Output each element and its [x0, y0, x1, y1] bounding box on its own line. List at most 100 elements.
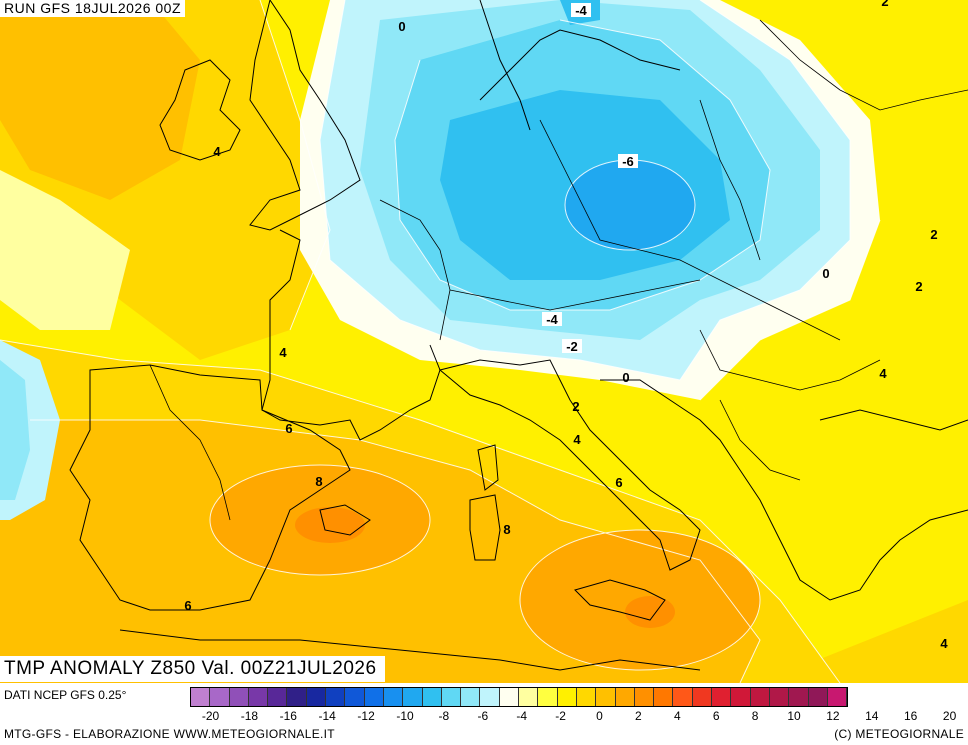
legend-swatch — [422, 688, 442, 706]
contour-label: 4 — [213, 144, 221, 159]
color-legend-bar — [190, 687, 849, 707]
legend-tick-label: 4 — [673, 709, 681, 723]
contour-label: 6 — [285, 421, 292, 436]
footer: DATI NCEP GFS 0.25° -20 -18 -16 -14 -12 -10 -8… — [0, 683, 968, 745]
legend-tick-label: -8 — [438, 709, 450, 723]
legend-tick-label: 2 — [635, 709, 642, 723]
coastlines — [69, 0, 968, 671]
contour-label: 2 — [572, 399, 579, 414]
legend-tick-label: 14 — [865, 709, 879, 723]
legend-swatch — [268, 688, 288, 706]
contour-label-background — [618, 154, 638, 168]
contour-label: 4 — [279, 345, 287, 360]
legend-tick-label: -18 — [240, 709, 259, 723]
legend-swatch — [654, 688, 674, 706]
legend-tick-label: 12 — [826, 709, 840, 723]
legend-swatch — [576, 688, 597, 706]
legend-tick-label: -16 — [279, 709, 297, 723]
isotherm-8-west — [209, 464, 431, 576]
border-spain-portugal — [149, 364, 231, 521]
legend-tick-label: -2 — [555, 709, 566, 723]
map-title: TMP ANOMALY Z850 Val. 00Z21JUL2026 — [0, 656, 385, 682]
legend-tick-label: 8 — [751, 709, 759, 723]
contour-label: 4 — [573, 432, 581, 447]
legend-tick-label: -12 — [357, 709, 375, 723]
legend-swatch — [731, 688, 751, 706]
legend-swatch — [615, 688, 635, 706]
contour-label: -2 — [566, 339, 578, 354]
isotherm-2-east — [699, 219, 881, 401]
coast-italy — [438, 359, 701, 571]
border-germany-poland — [539, 119, 641, 251]
run-label: RUN GFS 18JUL2026 00Z — [0, 0, 186, 17]
legend-swatch — [827, 688, 848, 706]
contour-label: 6 — [615, 475, 622, 490]
contour-label: 0 — [622, 370, 629, 385]
border-france-germany — [379, 199, 451, 341]
border-alps — [449, 279, 701, 311]
legend-tick-label: 16 — [904, 709, 918, 723]
legend-swatch — [789, 688, 809, 706]
pale-zone-west — [0, 170, 130, 330]
legend-swatch — [769, 688, 790, 706]
legend-tick-label: -20 — [201, 709, 220, 723]
color-legend-ticks: -20 -18 -16 -14 -12 -10 -8 -6 -4 -2 0 2 4 6 8 10 12 14 16 2… — [190, 709, 966, 725]
credit-right: (C) METEOGIORNALE — [834, 727, 964, 741]
credit-left: MTG-GFS - ELABORAZIONE WWW.METEOGIORNALE… — [4, 727, 335, 741]
contour-labels: 0 -4 2 4 -6 2 0 2 4 -4 -2 0 4 2 6 4 8 6 8 6 4 — [184, 0, 948, 651]
coast-sicily — [574, 579, 666, 621]
contour-label: 8 — [315, 474, 322, 489]
contour-label-background — [542, 312, 562, 326]
legend-swatch — [808, 688, 828, 706]
legend-tick-label: 20 — [942, 709, 957, 723]
legend-swatch — [673, 688, 693, 706]
legend-swatch — [229, 688, 249, 706]
anomaly-fill — [0, 0, 968, 683]
legend-tick-label: -6 — [477, 709, 489, 723]
legend-swatch — [287, 688, 307, 706]
contour-label: 4 — [879, 366, 887, 381]
legend-swatch — [557, 688, 577, 706]
contour-label: 2 — [930, 227, 937, 242]
coast-france-west — [261, 229, 441, 441]
legend-swatch — [461, 688, 481, 706]
hot-spot-baleares — [295, 507, 365, 543]
legend-swatch — [210, 688, 230, 706]
map-canvas: 0 -4 2 4 -6 2 0 2 4 -4 -2 0 4 2 6 4 8 6 8 6 4 — [0, 0, 968, 683]
legend-swatch — [191, 688, 211, 706]
legend-swatch — [499, 688, 520, 706]
legend-swatch — [306, 688, 327, 706]
legend-swatch — [345, 688, 365, 706]
temperature-anomaly-map: 0 -4 2 4 -6 2 0 2 4 -4 -2 0 4 2 6 4 8 6 8 6 4 RUN GFS 18JUL2… — [0, 0, 968, 683]
contour-label-background — [571, 3, 591, 17]
isotherm-6 — [30, 419, 761, 683]
coast-iberia — [69, 364, 351, 611]
warm-zone-aegean — [760, 600, 968, 683]
coast-sardinia — [469, 494, 501, 561]
legend-swatch — [364, 688, 384, 706]
legend-swatch — [441, 688, 462, 706]
cold-core-bohemia — [565, 160, 695, 250]
warm-zone-biscay-north — [0, 0, 200, 200]
contour-label: 2 — [915, 279, 922, 294]
coast-black-sea — [819, 409, 968, 431]
legend-swatch — [692, 688, 713, 706]
contour-label-background — [562, 339, 582, 353]
isotherm-4 — [0, 339, 841, 683]
isotherm-minus-4 — [394, 19, 771, 311]
legend-swatch — [480, 688, 500, 706]
legend-tick-label: 6 — [712, 709, 720, 723]
contour-label: 4 — [940, 636, 948, 651]
legend-tick-label: 10 — [787, 709, 801, 723]
legend-swatch — [634, 688, 655, 706]
border-balkans-north — [699, 329, 881, 391]
coast-denmark — [479, 0, 531, 131]
contour-label: -6 — [622, 154, 634, 169]
legend-swatch — [519, 688, 539, 706]
coast-baleares — [319, 504, 371, 536]
coast-north-africa — [119, 629, 701, 671]
coast-great-britain — [249, 0, 361, 231]
contour-label: 6 — [184, 598, 191, 613]
isotherm-8-east — [519, 529, 761, 671]
coast-corsica — [477, 444, 499, 491]
